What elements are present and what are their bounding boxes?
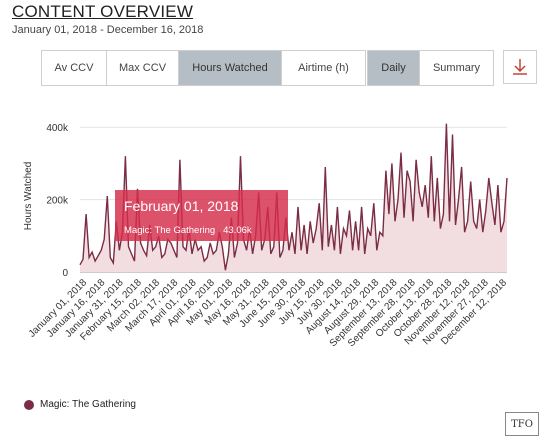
y-tick-label: 400k [46, 123, 69, 134]
brand-logo: TFO [505, 412, 539, 436]
period-tabs: Daily Summary [367, 50, 494, 86]
legend-label: Magic: The Gathering [40, 399, 136, 410]
tooltip-value-line: Magic: The Gathering 43.06k [124, 225, 252, 236]
tab-airtime[interactable]: Airtime (h) [298, 62, 349, 74]
tooltip-value: 43.06k [223, 225, 252, 236]
page-title: CONTENT OVERVIEW [12, 2, 194, 21]
date-range: January 01, 2018 - December 16, 2018 [12, 24, 204, 36]
chart-tooltip: February 01, 2018 Magic: The Gathering 4… [115, 190, 288, 241]
header: CONTENT OVERVIEW January 01, 2018 - Dece… [12, 2, 203, 36]
download-icon [513, 59, 527, 75]
tab-daily[interactable]: Daily [368, 51, 420, 85]
tab-max-ccv[interactable]: Max CCV [107, 51, 179, 85]
metric-tabs: Av CCV Max CCV Hours Watched Airtime (h) [41, 50, 366, 86]
tooltip-series: Magic: The Gathering [124, 225, 216, 236]
y-axis-label: Hours Watched [23, 162, 34, 231]
tab-summary[interactable]: Summary [432, 62, 481, 74]
download-button[interactable] [503, 50, 537, 84]
tooltip-date: February 01, 2018 [124, 198, 239, 214]
legend-item[interactable]: Magic: The Gathering [24, 399, 136, 410]
legend-marker [24, 399, 34, 410]
tab-hours-watched[interactable]: Hours Watched [179, 51, 282, 85]
y-tick-label: 0 [62, 268, 68, 279]
series-area [80, 123, 507, 272]
tab-av-ccv[interactable]: Av CCV [42, 51, 107, 85]
y-tick-label: 200k [46, 196, 69, 207]
